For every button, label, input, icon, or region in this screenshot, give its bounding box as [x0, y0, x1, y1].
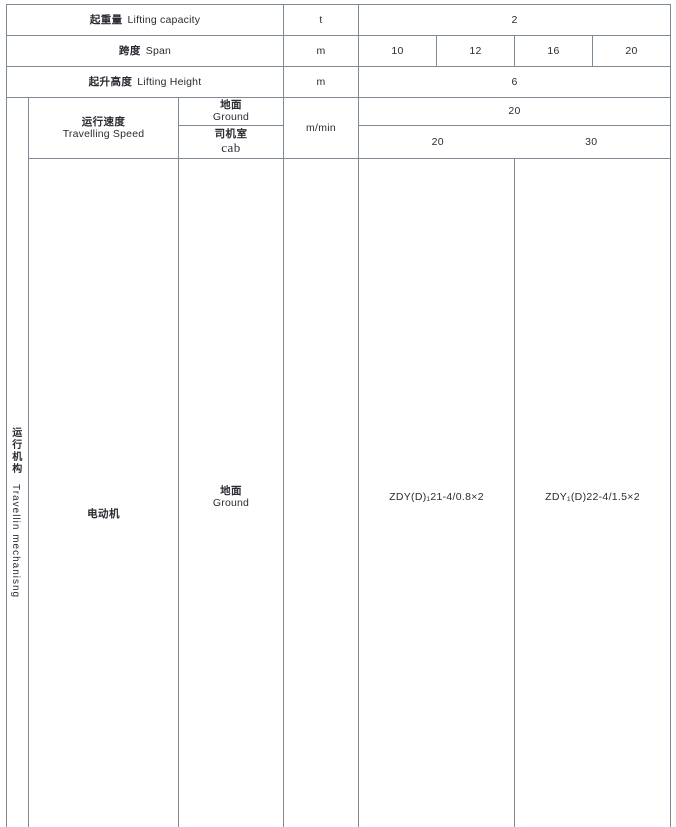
sublabel-en: Ground [212, 111, 250, 124]
group-label-en: Travellin mechanisng [9, 483, 21, 599]
unit-lifting-height: m [283, 66, 359, 98]
label-cn: 运行速度 [81, 115, 126, 128]
sublabel-ground: 地面 Ground [178, 97, 284, 126]
group-label-cn: 运行机构 [9, 426, 21, 475]
value-span-12: 12 [436, 35, 515, 67]
value-cab-right: 30 [585, 135, 598, 148]
label-cn: 电动机 [87, 507, 120, 520]
sublabel-en: cab [221, 140, 241, 156]
value-travelling-speed-ground: 20 [357, 97, 672, 126]
value-lifting-capacity: 2 [357, 4, 672, 36]
label-travelling-speed: 运行速度 Travelling Speed [28, 97, 179, 159]
row-travelling-speed-cab: 司机室 cab 20 30 [7, 124, 672, 159]
label-en: Span [145, 44, 172, 57]
sublabel-cab: 司机室 cab [178, 124, 284, 159]
group-label-travelling-mechanism: 运行机构 Travellin mechanisng [6, 97, 29, 827]
unit-span: m [283, 35, 359, 67]
value-travelling-speed-cab: 20 30 [357, 124, 672, 159]
row-lifting-capacity: 起重量 Lifting capacity t 2 [6, 4, 672, 36]
label-lifting-capacity: 起重量 Lifting capacity [6, 4, 284, 36]
value-cab-left: 20 [431, 135, 444, 148]
sublabel-cn: 地面 [220, 99, 242, 111]
row-travelling-speed-ground: 运行机构 Travellin mechanisng 运行速度 Travellin… [6, 97, 672, 827]
label-cn: 跨度 [118, 44, 141, 57]
value-span-20: 20 [591, 35, 672, 67]
label-en: Lifting Height [137, 75, 202, 88]
sublabel-en: Ground [212, 497, 250, 510]
row-span: 跨度 Span m 10 12 16 20 [6, 35, 672, 67]
label-travelling-motor: 电动机 [28, 157, 179, 827]
sublabel-ground: 地面 Ground [178, 157, 284, 827]
sublabel-cn: 地面 [220, 485, 242, 497]
unit-lifting-capacity: t [283, 4, 359, 36]
label-cn: 起升高度 [88, 75, 133, 88]
value-motor-ground-right: ZDY₁(D)22-4/1.5×2 [513, 157, 672, 827]
row-lifting-height: 起升高度 Lifting Height m 6 [6, 66, 672, 98]
label-cn: 起重量 [89, 13, 123, 26]
unit-travelling-motor [283, 157, 359, 827]
unit-travelling-speed: m/min [283, 97, 359, 159]
label-en: Travelling Speed [62, 127, 145, 140]
label-en: Lifting capacity [127, 13, 201, 26]
sublabel-cn: 司机室 [214, 127, 248, 140]
value-span-10: 10 [358, 35, 437, 67]
value-span-16: 16 [514, 35, 593, 67]
label-span: 跨度 Span [6, 35, 284, 67]
row-travelling-motor-ground: 电动机 地面 Ground ZDY(D)₁21-4/0.8×2 ZDY₁(D)2… [7, 157, 672, 827]
value-motor-ground-left: ZDY(D)₁21-4/0.8×2 [358, 157, 515, 827]
crane-specification-table: 起重量 Lifting capacity t 2 跨度 Span m 10 12 1… [6, 4, 672, 827]
value-lifting-height: 6 [357, 66, 672, 98]
label-lifting-height: 起升高度 Lifting Height [6, 66, 284, 98]
